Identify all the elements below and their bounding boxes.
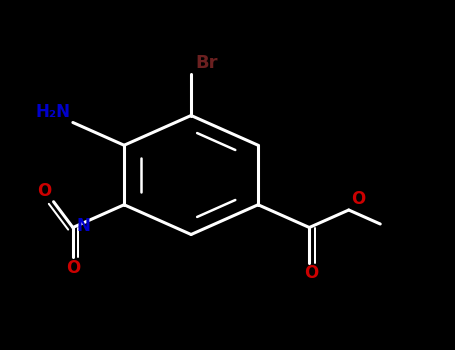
Text: Br: Br [196, 54, 218, 72]
Text: O: O [351, 190, 365, 208]
Text: H₂N: H₂N [35, 103, 71, 121]
Text: O: O [304, 264, 318, 282]
Text: N: N [76, 217, 91, 236]
Text: O: O [66, 259, 80, 277]
Text: O: O [37, 182, 51, 200]
